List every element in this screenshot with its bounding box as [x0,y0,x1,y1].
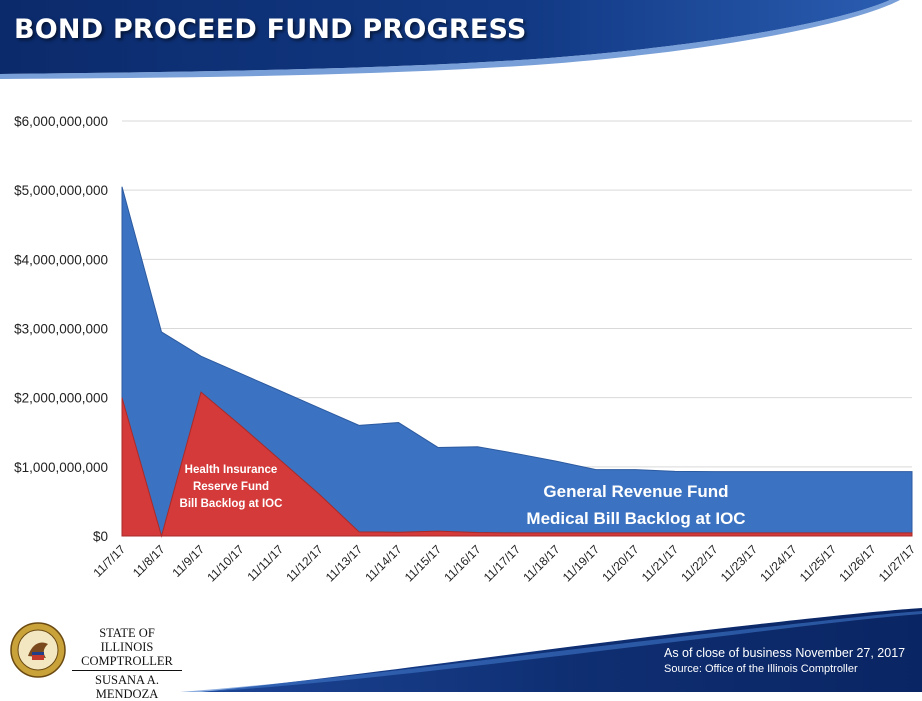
x-tick-label: 11/20/17 [599,542,642,585]
footer: STATE OF ILLINOIS COMPTROLLER SUSANA A. … [0,600,922,701]
x-axis: 11/7/17 11/8/17 11/9/1711/10/1711/11/1711/… [91,542,919,585]
y-axis: $0 $1,000,000,000 $2,000,000,000 $3,000,000… [14,114,108,544]
x-tick-label: 11/27/17 [876,542,919,585]
x-tick-label: 11/12/17 [283,542,326,585]
annotation-blue-line2: Medical Bill Backlog at IOC [526,509,745,528]
as-of-note: As of close of business November 27, 201… [664,646,906,660]
x-tick-label: 11/9/17 [170,542,208,580]
x-tick-label: 11/8/17 [130,542,168,580]
annotation-blue-line1: General Revenue Fund [543,482,728,501]
header-wave [0,0,900,79]
state-seal-icon [10,622,66,678]
area-general-revenue-fund [121,186,913,537]
source-note: Source: Office of the Illinois Comptroll… [664,663,858,675]
area-health-insurance-reserve-fund [121,391,913,538]
office-name: SUSANA A. MENDOZA [95,673,159,701]
x-tick-label: 11/22/17 [678,542,721,585]
x-tick-label: 11/19/17 [560,542,603,585]
x-tick-label: 11/25/17 [797,542,840,585]
chart-areas [121,186,913,538]
x-tick-label: 11/11/17 [244,542,286,584]
x-tick-label: 11/10/17 [204,542,247,585]
y-tick-label: $6,000,000,000 [14,114,108,129]
x-tick-label: 11/24/17 [757,542,800,585]
page-title: BOND PROCEED FUND PROGRESS [14,14,527,45]
y-tick-label: $5,000,000,000 [14,183,108,198]
x-tick-label: 11/15/17 [402,542,445,585]
x-tick-label: 11/21/17 [639,542,682,585]
annotation-red-line2: Reserve Fund [193,481,269,493]
y-tick-label: $0 [93,529,108,544]
annotation-red-line1: Health Insurance [185,464,278,476]
annotation-red: Health Insurance Reserve Fund Bill Backl… [180,464,283,510]
x-tick-label: 11/17/17 [481,542,524,585]
office-state: STATE OF ILLINOIS [99,626,155,654]
x-tick-label: 11/16/17 [441,542,484,585]
x-tick-label: 11/13/17 [323,542,366,585]
annotation-blue: General Revenue Fund Medical Bill Backlo… [526,482,745,528]
annotation-red-line3: Bill Backlog at IOC [180,498,283,510]
x-tick-label: 11/7/17 [91,542,129,580]
y-tick-label: $2,000,000,000 [14,391,108,406]
comptroller-block: STATE OF ILLINOIS COMPTROLLER SUSANA A. … [72,626,182,701]
x-tick-label: 11/14/17 [362,542,405,585]
y-tick-label: $4,000,000,000 [14,252,108,267]
header-banner: BOND PROCEED FUND PROGRESS [0,0,922,80]
x-tick-label: 11/23/17 [718,542,761,585]
y-tick-label: $1,000,000,000 [14,460,108,475]
y-tick-label: $3,000,000,000 [14,322,108,337]
office-divider [72,670,182,671]
office-title: COMPTROLLER [81,654,173,668]
x-tick-label: 11/18/17 [520,542,563,585]
footer-wave [180,608,922,692]
area-chart: $0 $1,000,000,000 $2,000,000,000 $3,000,000… [14,114,919,585]
x-tick-label: 11/26/17 [836,542,879,585]
